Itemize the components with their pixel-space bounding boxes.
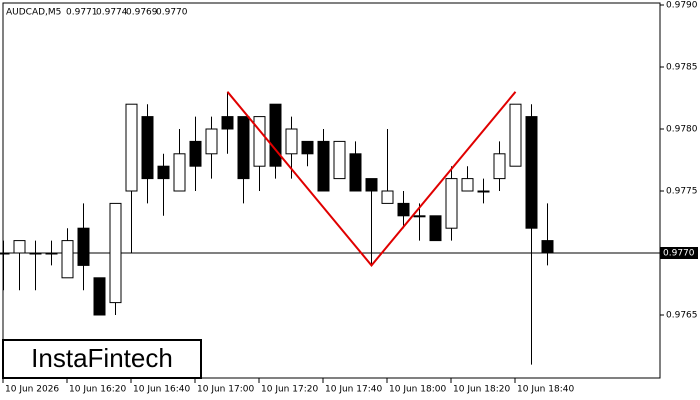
price-label: 0.9770	[663, 249, 695, 259]
candle-body	[301, 140, 314, 155]
watermark-box	[2, 339, 202, 379]
candle-body	[317, 140, 330, 192]
candle-body	[237, 116, 250, 180]
y-tick-label: 0.9775	[666, 187, 698, 197]
candle-body	[173, 153, 186, 192]
x-tick-label: 10 Jun 18:00	[389, 385, 446, 395]
candle-body	[45, 252, 58, 255]
candle-body	[77, 227, 90, 266]
candle-body	[381, 190, 394, 204]
candle-body	[445, 178, 458, 229]
x-tick-label: 10 Jun 17:40	[325, 385, 382, 395]
candle-body	[109, 202, 122, 304]
symbol: AUDCAD,M5	[6, 8, 61, 18]
ohlc-high: 0.9774	[96, 8, 128, 18]
candle-body	[253, 116, 266, 167]
ohlc-low: 0.9769	[126, 8, 158, 18]
ohlc-open: 0.9771	[66, 8, 98, 18]
candle-body	[365, 178, 378, 192]
candle-body	[493, 153, 506, 180]
x-tick-label: 10 Jun 16:20	[69, 385, 126, 395]
candle-body	[509, 103, 522, 167]
candle-body	[13, 240, 26, 254]
candle-body	[141, 116, 154, 180]
price-label-box	[660, 247, 698, 259]
candle-body	[477, 190, 490, 193]
candle-body	[205, 128, 218, 155]
y-tick-label: 0.9765	[666, 311, 698, 321]
candle-body	[61, 240, 74, 279]
candle-body	[125, 103, 138, 192]
candle-body	[189, 140, 202, 167]
y-tick-label: 0.9785	[666, 63, 698, 73]
pattern-line	[226, 91, 517, 267]
x-tick-label: 10 Jun 16:40	[133, 385, 190, 395]
watermark: InstaFintech	[31, 343, 173, 373]
candle-body	[525, 116, 538, 229]
candle-body	[541, 240, 554, 254]
ohlc-close: 0.9770	[156, 8, 188, 18]
candle-body	[333, 140, 346, 180]
x-tick-label: 10 Jun 2026	[5, 385, 59, 395]
x-tick-label: 10 Jun 17:20	[261, 385, 318, 395]
candle-body	[397, 202, 410, 217]
x-tick-label: 10 Jun 18:20	[453, 385, 510, 395]
candle-body	[157, 165, 170, 180]
y-tick-label: 0.9790	[666, 1, 698, 11]
candle-body	[221, 116, 234, 130]
x-tick-label: 10 Jun 18:40	[517, 385, 574, 395]
x-tick-label: 10 Jun 17:00	[197, 385, 254, 395]
candle-body	[349, 153, 362, 192]
candle-body	[93, 277, 106, 316]
candle-body	[429, 215, 442, 242]
candle-body	[285, 128, 298, 155]
candle-body	[0, 252, 10, 255]
candle-body	[413, 215, 426, 218]
y-tick-label: 0.9780	[666, 125, 698, 135]
candle-body	[269, 103, 282, 167]
candle-body	[461, 178, 474, 192]
candle-body	[29, 252, 42, 255]
